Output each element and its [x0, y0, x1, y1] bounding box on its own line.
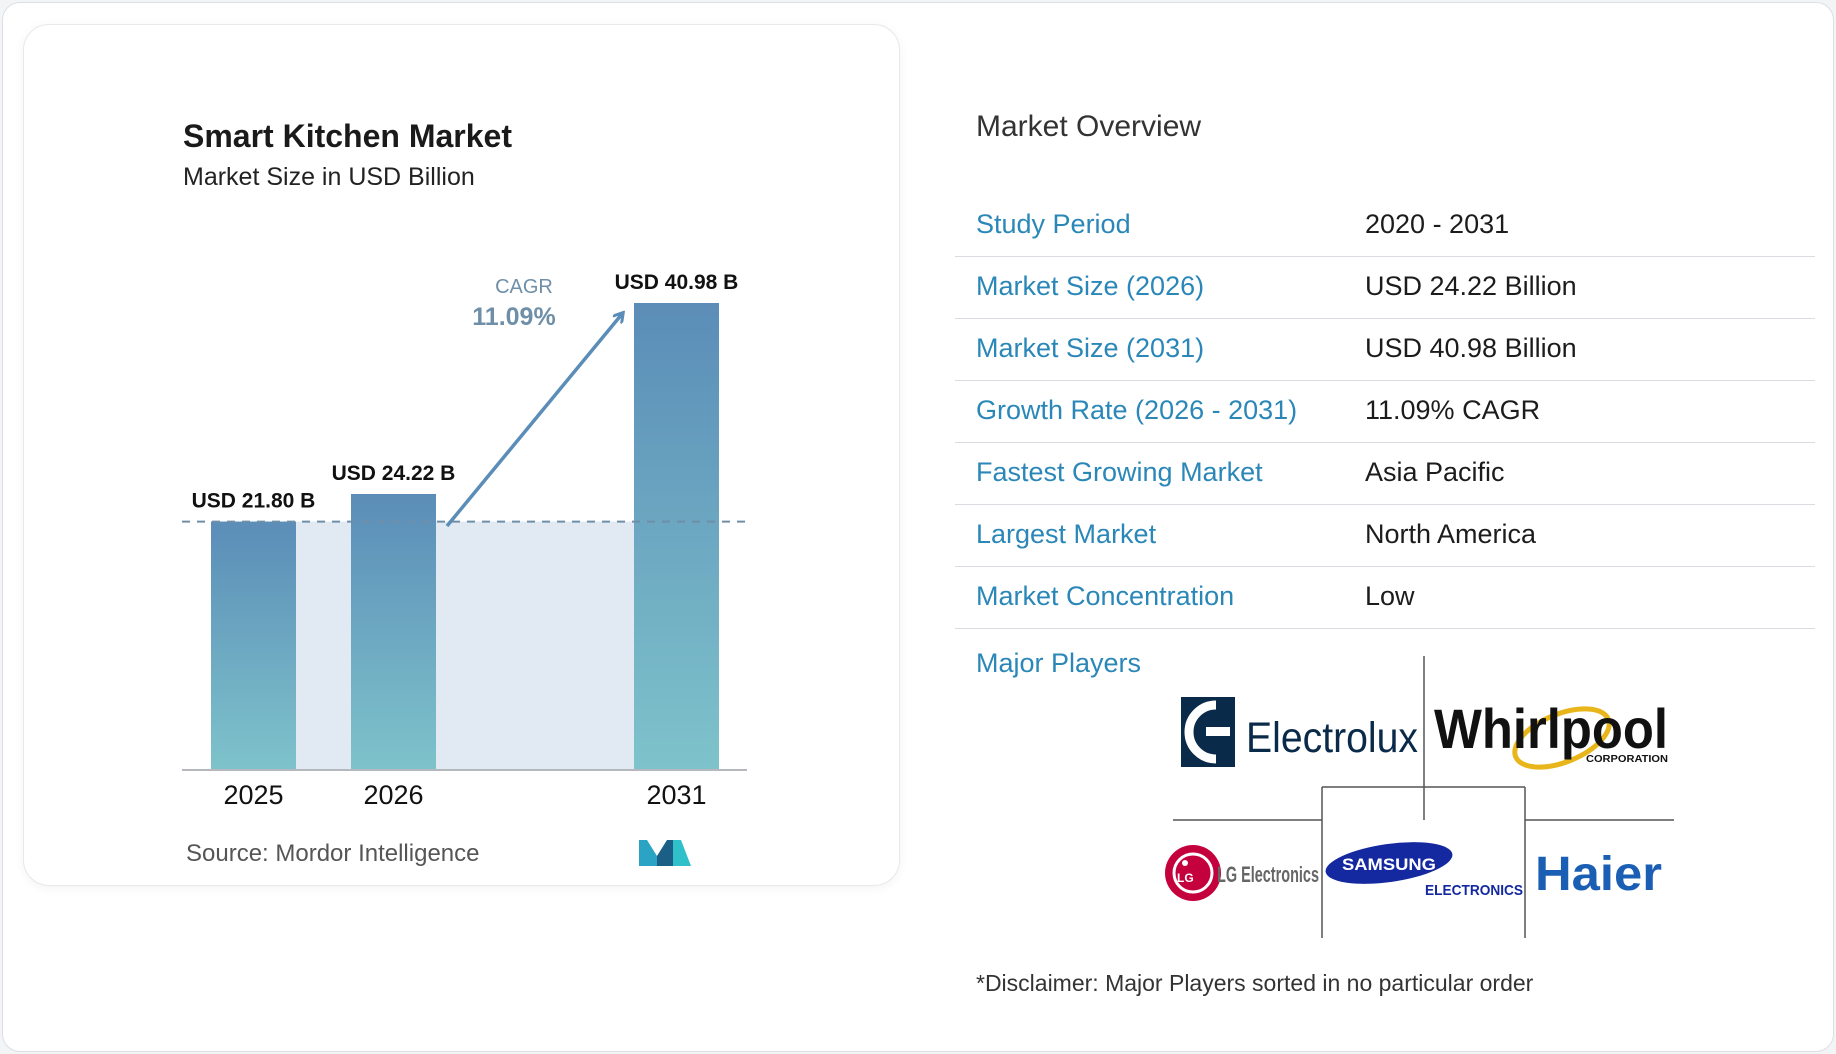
overview-label: Market Concentration — [976, 581, 1235, 611]
cagr-arrow-icon — [445, 314, 622, 528]
overview-value: USD 40.98 Billion — [1365, 333, 1577, 363]
x-tick-label: 2025 — [223, 780, 283, 810]
chart-subtitle: Market Size in USD Billion — [183, 163, 475, 191]
overview-value: 11.09% CAGR — [1365, 395, 1541, 425]
bar-value-label: USD 40.98 B — [615, 271, 739, 294]
cagr-value: 11.09% — [472, 303, 555, 331]
overview-row: Market Concentration Low — [955, 567, 1815, 629]
disclaimer-text: *Disclaimer: Major Players sorted in no … — [976, 970, 1534, 996]
overview-row: Growth Rate (2026 - 2031) 11.09% CAGR — [955, 381, 1815, 443]
overview-label: Largest Market — [976, 519, 1157, 549]
mordor-intelligence-logo-icon — [639, 840, 691, 866]
overview-value: North America — [1365, 519, 1537, 549]
overview-value: Low — [1365, 581, 1415, 611]
bar — [634, 303, 719, 770]
overview-table: Study Period 2020 - 2031 Market Size (20… — [955, 195, 1815, 629]
overview-label: Market Size (2031) — [976, 333, 1205, 363]
chart-title: Smart Kitchen Market — [183, 118, 512, 154]
overview-label: Study Period — [976, 209, 1131, 239]
x-tick-label: 2026 — [363, 780, 423, 810]
x-tick-label: 2031 — [646, 780, 706, 810]
overview-label: Fastest Growing Market — [976, 457, 1263, 487]
overview-value: USD 24.22 Billion — [1365, 271, 1577, 301]
overview-value: 2020 - 2031 — [1365, 209, 1510, 239]
cagr-label: CAGR — [495, 276, 553, 298]
overview-row: Market Size (2031) USD 40.98 Billion — [955, 319, 1815, 381]
overview-row: Largest Market North America — [955, 505, 1815, 567]
source-text: Source: Mordor Intelligence — [186, 840, 480, 867]
overview-row: Market Size (2026) USD 24.22 Billion — [955, 257, 1815, 319]
bar — [351, 493, 436, 770]
overview-row: Fastest Growing Market Asia Pacific — [955, 443, 1815, 505]
overview-title: Market Overview — [976, 110, 1202, 143]
bar — [211, 521, 296, 770]
overview-label: Growth Rate (2026 - 2031) — [976, 395, 1298, 425]
bar-value-label: USD 21.80 B — [192, 490, 316, 513]
overview-label: Market Size (2026) — [976, 271, 1205, 301]
overview-row: Study Period 2020 - 2031 — [955, 195, 1815, 257]
overview-value: Asia Pacific — [1365, 457, 1505, 487]
bar-chart: USD 21.80 B USD 24.22 B USD 40.98 B 2025 202… — [182, 271, 752, 810]
bar-value-label: USD 24.22 B — [332, 462, 456, 485]
major-players-label: Major Players — [976, 648, 1142, 678]
